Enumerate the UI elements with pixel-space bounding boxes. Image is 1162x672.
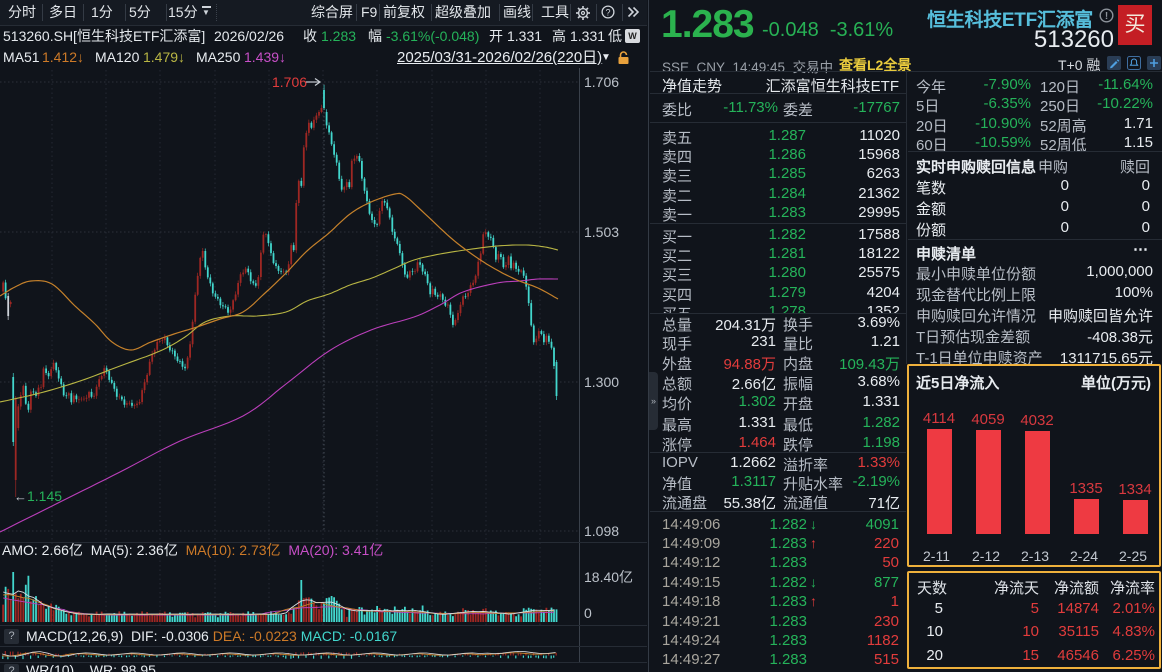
svg-text:1.706: 1.706 [584, 74, 619, 90]
svg-text:1.098: 1.098 [584, 523, 619, 539]
svg-text:4114: 4114 [923, 410, 955, 427]
svg-text:1.145: 1.145 [27, 488, 62, 504]
svg-text:1.300: 1.300 [584, 374, 619, 390]
svg-text:1.503: 1.503 [584, 224, 619, 240]
svg-text:←: ← [14, 489, 27, 504]
svg-text:1.706: 1.706 [272, 74, 307, 90]
svg-text:1335: 1335 [1069, 480, 1102, 497]
svg-text:0: 0 [584, 605, 592, 621]
svg-text:?: ? [605, 8, 610, 18]
svg-text:4059: 4059 [971, 411, 1004, 428]
svg-text:4032: 4032 [1020, 412, 1053, 429]
svg-text:1334: 1334 [1118, 481, 1151, 498]
svg-text:!: ! [1105, 11, 1108, 22]
svg-text:18.40亿: 18.40亿 [584, 569, 633, 585]
